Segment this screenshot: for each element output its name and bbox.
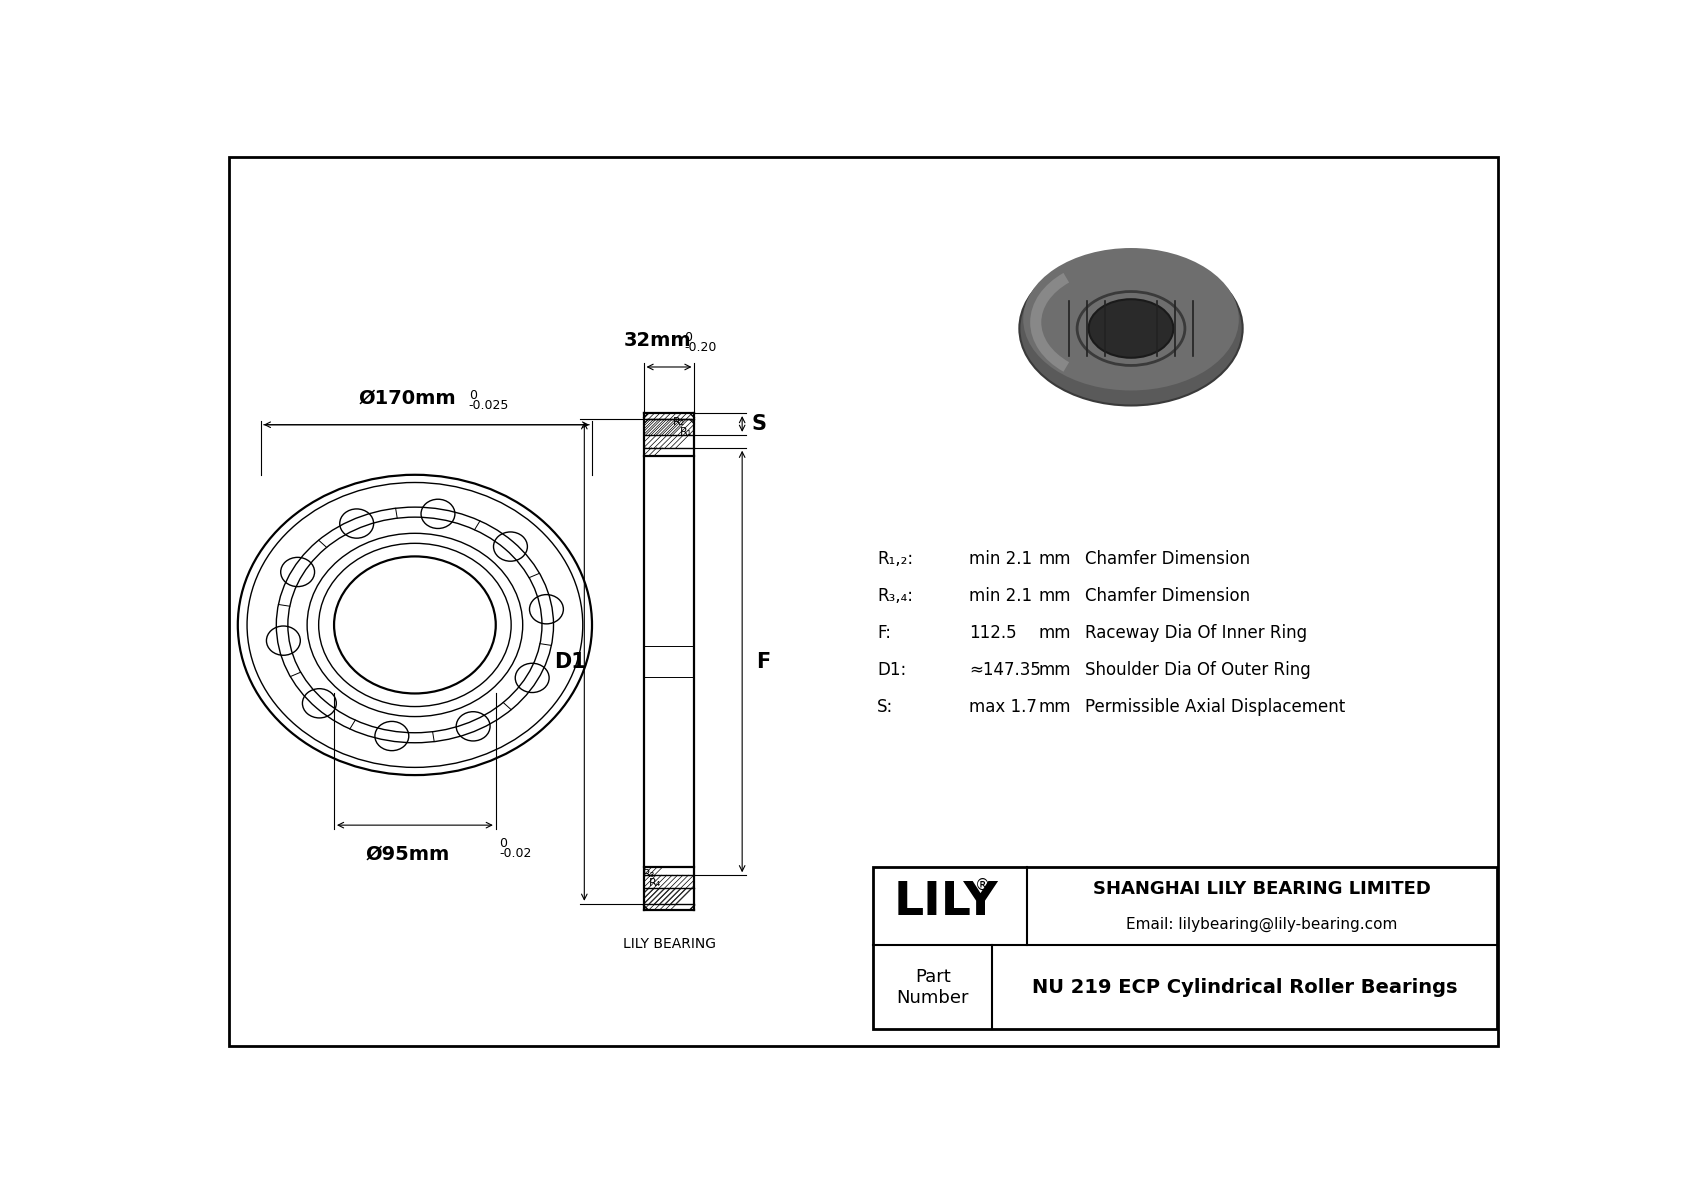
Text: R₁,₂:: R₁,₂: — [877, 550, 913, 568]
Text: R₁: R₁ — [680, 428, 692, 437]
Text: mm: mm — [1039, 550, 1071, 568]
Text: F:: F: — [877, 624, 891, 642]
Text: ≈147.35: ≈147.35 — [970, 661, 1041, 679]
Text: Chamfer Dimension: Chamfer Dimension — [1084, 587, 1250, 605]
Text: mm: mm — [1039, 587, 1071, 605]
Text: mm: mm — [1039, 624, 1071, 642]
Text: ®: ® — [975, 878, 990, 893]
Text: -0.20: -0.20 — [684, 341, 717, 354]
Text: D1:: D1: — [877, 661, 906, 679]
Text: Chamfer Dimension: Chamfer Dimension — [1084, 550, 1250, 568]
Text: NU 219 ECP Cylindrical Roller Bearings: NU 219 ECP Cylindrical Roller Bearings — [1032, 978, 1457, 997]
Text: Permissible Axial Displacement: Permissible Axial Displacement — [1084, 698, 1346, 716]
Text: LILY BEARING: LILY BEARING — [623, 937, 716, 952]
Ellipse shape — [1024, 248, 1239, 391]
Text: max 1.7: max 1.7 — [970, 698, 1037, 716]
Text: mm: mm — [1039, 698, 1071, 716]
Text: Email: lilybearing@lily-bearing.com: Email: lilybearing@lily-bearing.com — [1127, 917, 1398, 931]
Text: 0: 0 — [500, 837, 507, 849]
Text: Shoulder Dia Of Outer Ring: Shoulder Dia Of Outer Ring — [1084, 661, 1310, 679]
Text: Part
Number: Part Number — [896, 968, 968, 1006]
Text: -0.02: -0.02 — [500, 847, 532, 860]
Text: 0: 0 — [684, 331, 692, 344]
Text: S:: S: — [877, 698, 893, 716]
Text: SHANGHAI LILY BEARING LIMITED: SHANGHAI LILY BEARING LIMITED — [1093, 880, 1431, 898]
Ellipse shape — [1019, 251, 1243, 405]
Bar — [872, 867, 1497, 1029]
Text: -0.025: -0.025 — [468, 399, 509, 412]
Text: Ø170mm: Ø170mm — [359, 388, 456, 407]
Text: 112.5: 112.5 — [970, 624, 1017, 642]
Text: min 2.1: min 2.1 — [970, 587, 1032, 605]
Text: Ø95mm: Ø95mm — [365, 844, 450, 863]
Text: F: F — [756, 651, 770, 672]
Text: min 2.1: min 2.1 — [970, 550, 1032, 568]
Text: D1: D1 — [554, 651, 586, 672]
Text: LILY: LILY — [894, 880, 999, 925]
Text: 32mm: 32mm — [623, 331, 690, 350]
Text: R₃,₄:: R₃,₄: — [877, 587, 913, 605]
Text: R₂: R₂ — [674, 417, 685, 428]
Text: R₄: R₄ — [648, 878, 662, 887]
Ellipse shape — [1088, 299, 1174, 357]
Text: 0: 0 — [468, 388, 477, 401]
Text: S: S — [751, 414, 766, 434]
Text: Raceway Dia Of Inner Ring: Raceway Dia Of Inner Ring — [1084, 624, 1307, 642]
Text: mm: mm — [1039, 661, 1071, 679]
Text: R₃: R₃ — [643, 869, 655, 879]
